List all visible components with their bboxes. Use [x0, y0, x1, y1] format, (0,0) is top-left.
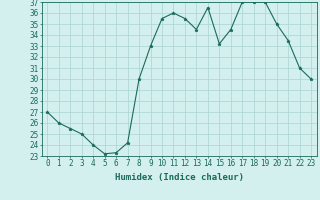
X-axis label: Humidex (Indice chaleur): Humidex (Indice chaleur) — [115, 173, 244, 182]
